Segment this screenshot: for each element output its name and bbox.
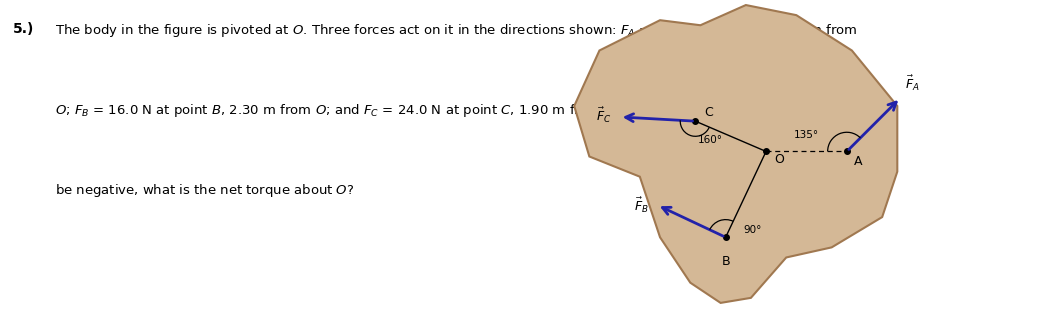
Text: C: C [704, 106, 713, 119]
Text: $O$; $F_B$ = 16.0 N at point $B$, 2.30 m from $O$; and $F_C$ = 24.0 N at point $: $O$; $F_B$ = 16.0 N at point $B$, 2.30 m… [55, 102, 843, 119]
Text: 135°: 135° [793, 130, 819, 140]
Text: 90°: 90° [743, 225, 762, 235]
Text: $\vec{F}_B$: $\vec{F}_B$ [634, 195, 649, 215]
Text: be negative, what is the net torque about $O$?: be negative, what is the net torque abou… [55, 182, 355, 198]
Text: 160°: 160° [698, 136, 722, 145]
Text: The body in the figure is pivoted at $O$. Three forces act on it in the directio: The body in the figure is pivoted at $O$… [55, 22, 858, 39]
Text: $\vec{F}_A$: $\vec{F}_A$ [905, 74, 920, 93]
Text: B: B [721, 255, 730, 269]
Text: $\vec{F}_C$: $\vec{F}_C$ [596, 105, 612, 125]
Polygon shape [574, 5, 897, 303]
Text: A: A [854, 156, 862, 168]
Text: 5.): 5.) [13, 22, 34, 36]
Text: O: O [774, 153, 784, 167]
